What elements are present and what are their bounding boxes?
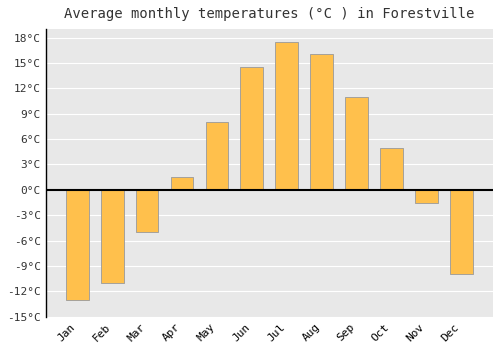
Bar xyxy=(450,190,472,274)
Bar xyxy=(206,122,229,190)
Bar xyxy=(240,67,263,190)
Bar xyxy=(415,190,438,203)
Bar xyxy=(380,148,403,190)
Bar xyxy=(66,190,88,300)
Bar xyxy=(136,190,158,232)
Bar xyxy=(101,190,124,283)
Bar xyxy=(276,42,298,190)
Bar xyxy=(310,55,333,190)
Bar xyxy=(346,97,368,190)
Title: Average monthly temperatures (°C ) in Forestville: Average monthly temperatures (°C ) in Fo… xyxy=(64,7,474,21)
Bar xyxy=(170,177,194,190)
